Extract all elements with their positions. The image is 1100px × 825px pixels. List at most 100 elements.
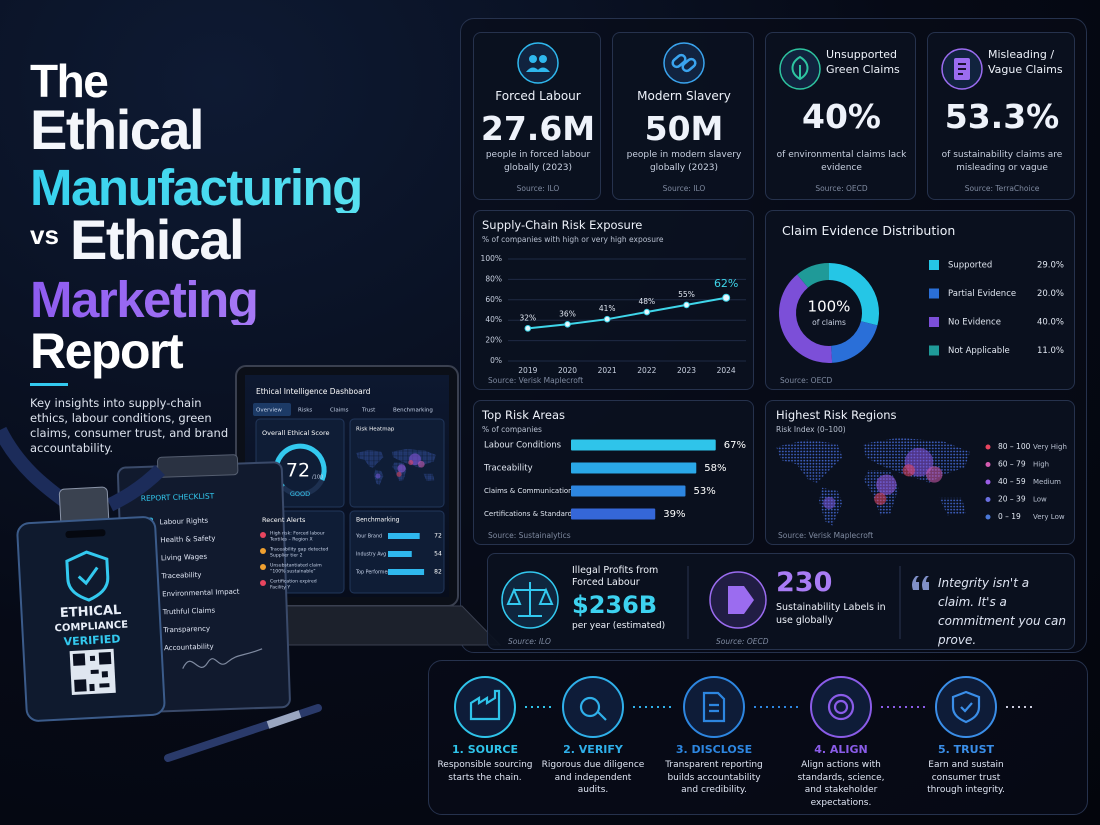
line-point	[643, 308, 651, 316]
icon-glyph	[681, 57, 697, 73]
x-tick-label: 2023	[677, 366, 696, 375]
chart-subtitle: Risk Index (0–100)	[776, 425, 846, 434]
benchmark-category: Your Brand	[355, 534, 382, 540]
step-text: Align actions with standards, science, a…	[797, 760, 885, 808]
checklist-item: Accountability	[164, 643, 214, 653]
dashboard-tab: Trust	[361, 408, 376, 414]
legend-level: Low	[1033, 496, 1047, 504]
world-map	[776, 437, 970, 526]
subtitle: Key insights into supply-chain ethics, l…	[30, 396, 229, 455]
icon-glyph	[671, 53, 687, 69]
profit-value: $236B	[572, 591, 658, 619]
step-icon	[562, 676, 624, 738]
step-title: 5. TRUST	[938, 743, 994, 756]
y-tick-label: 20%	[485, 336, 502, 345]
value-label: 58%	[704, 463, 726, 474]
chart-title: Highest Risk Regions	[776, 408, 897, 422]
risk-regions-card: 80 – 100 Very High 60 – 79 High 40 – 59 Mediu…	[765, 400, 1075, 545]
stat-value: 50M	[644, 109, 724, 148]
bar-category: Traceability	[483, 464, 533, 474]
badge-text: ETHICAL	[60, 603, 122, 621]
map-hotspot	[823, 496, 836, 510]
labels-value: 230	[776, 567, 833, 598]
donut-slice	[779, 274, 833, 363]
step-text: Responsible sourcing starts the chain.	[437, 760, 533, 783]
bar-chart: Labour Conditions 67% Traceability 58% Claim…	[483, 439, 746, 520]
step-icon	[683, 676, 745, 738]
legend-label: Not Applicable	[948, 346, 1010, 356]
donut-slice	[831, 321, 878, 363]
line-point	[524, 325, 532, 332]
risk-map: 80 – 100 Very High 60 – 79 High 40 – 59 Mediu…	[776, 437, 1067, 526]
legend-level: Very Low	[1033, 513, 1065, 521]
map-hotspot	[397, 464, 406, 473]
value-label: 36%	[559, 309, 576, 318]
alert-text: High risk: Forced labour	[270, 531, 325, 537]
icon-glyph	[526, 67, 550, 72]
step-glyph	[827, 693, 855, 721]
legend-swatch	[929, 288, 939, 299]
legend-label: No Evidence	[948, 318, 1001, 328]
badge	[16, 516, 166, 722]
legend-dot	[985, 462, 991, 467]
map-hotspot	[874, 492, 887, 506]
signature	[182, 648, 263, 669]
value-label: 67%	[724, 440, 746, 451]
step-glyph	[951, 690, 981, 724]
bar-category: Certifications & Standards	[484, 510, 576, 518]
donut-slice	[829, 263, 879, 326]
step-title: 2. VERIFY	[563, 743, 623, 756]
step-glyph	[579, 696, 607, 721]
title-line: Ethical	[30, 98, 205, 161]
title-line: Marketing	[30, 271, 259, 328]
checklist-item: Traceability	[160, 571, 201, 580]
heatmap-label: Risk Heatmap	[356, 427, 395, 433]
alert-text: Textiles – Region X	[269, 537, 313, 543]
map-hotspot	[926, 466, 943, 483]
y-tick-label: 60%	[485, 295, 502, 304]
legend-value: 20.0%	[1037, 289, 1064, 299]
shield-icon	[65, 550, 110, 602]
value-label: 32%	[519, 313, 536, 322]
bar	[571, 462, 697, 474]
steps-graphics	[454, 676, 1036, 738]
chart-source: Source: Verisk Maplecroft	[778, 531, 874, 540]
checklist-item: Transparency	[162, 625, 210, 635]
value-label: 62%	[714, 277, 738, 290]
steps-panel: 1. SOURCE Responsible sourcing starts the…	[428, 660, 1088, 815]
stat-label: Modern Slavery	[637, 89, 731, 103]
title-line: The	[30, 55, 109, 107]
y-tick-label: 80%	[485, 274, 502, 283]
line-point	[683, 301, 690, 309]
checklist-item: Truthful Claims	[162, 606, 216, 616]
legend-range: 40 – 59	[998, 477, 1026, 486]
stat-description: of environmental claims lack evidence	[776, 150, 907, 173]
icon-glyph	[539, 55, 547, 63]
dashboard-title: Ethical Intelligence Dashboard	[256, 387, 371, 396]
legend-swatch	[929, 317, 939, 327]
chart-subtitle: % of companies	[482, 425, 542, 434]
value-label: 55%	[678, 290, 695, 299]
benchmark-category: Top Performers	[355, 570, 392, 576]
benchmark-bar	[388, 533, 420, 539]
chart-title: Supply-Chain Risk Exposure	[482, 218, 643, 232]
x-tick-label: 2019	[518, 366, 537, 375]
clipboard-clip	[156, 454, 239, 478]
profit-source: Source: ILO	[508, 637, 551, 646]
quote-glyph	[912, 576, 929, 590]
map-land	[423, 473, 435, 482]
x-tick-label: 2022	[637, 366, 656, 375]
stat-description: of sustainability claims are misleading …	[941, 150, 1063, 173]
title-line: Ethical	[70, 208, 245, 271]
stat-value: 27.6M	[480, 109, 596, 148]
map-hotspot	[408, 460, 414, 466]
active-tab	[253, 403, 291, 416]
legend-level: Very High	[1033, 443, 1067, 451]
stat-icon	[663, 42, 705, 84]
value-label: 41%	[599, 304, 616, 313]
bar	[571, 485, 686, 497]
benchmark-category: Industry Avg	[356, 552, 386, 558]
step-icon	[935, 676, 997, 738]
alert-text: Unsubstantiated claim	[270, 563, 322, 569]
